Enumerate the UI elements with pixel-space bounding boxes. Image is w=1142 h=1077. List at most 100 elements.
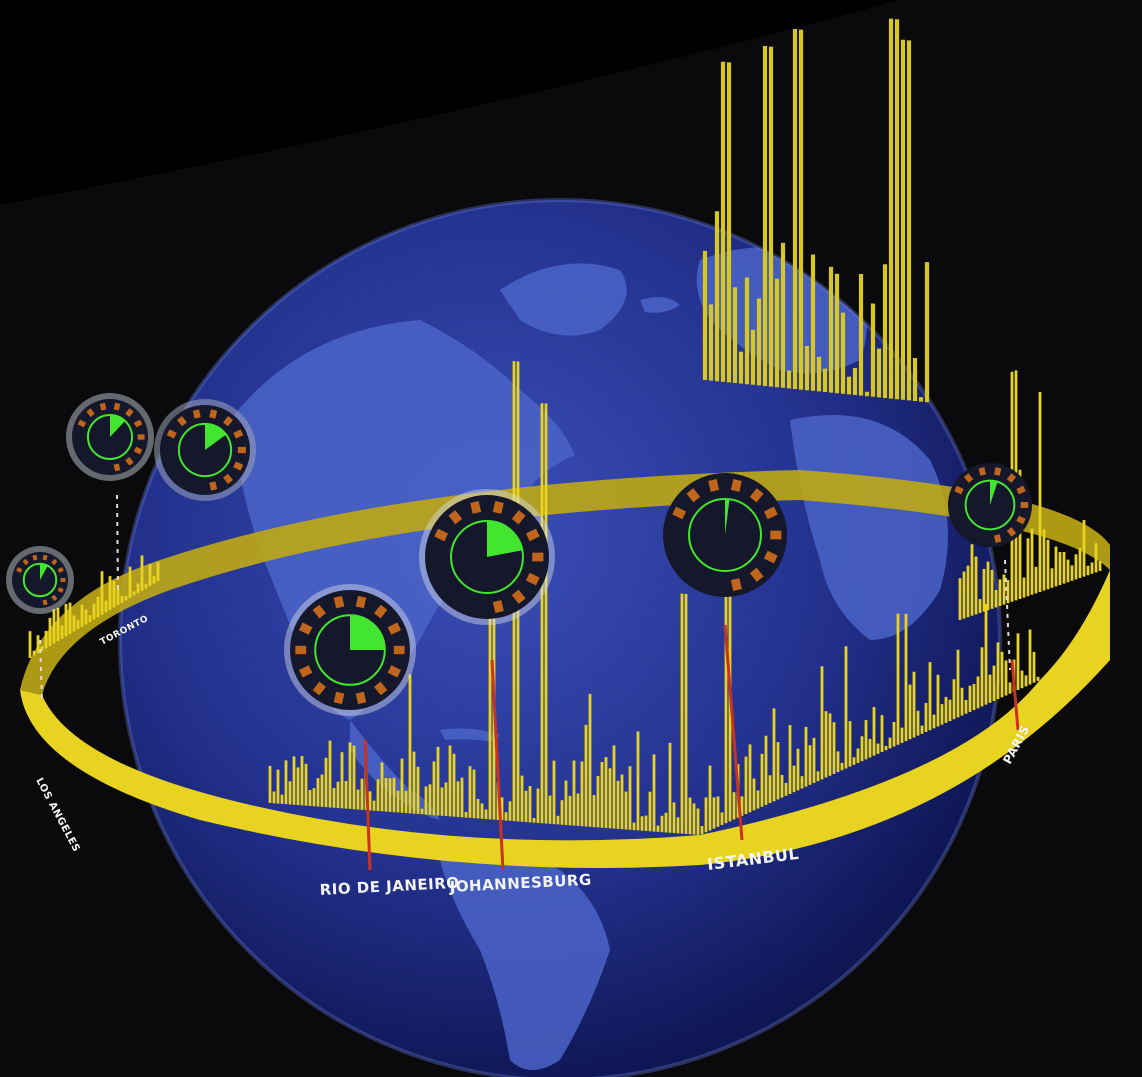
gauge-paris (948, 463, 1032, 547)
gauge-segment (77, 419, 87, 428)
gauge-level-wedge (40, 563, 48, 580)
marker-johannesburg (490, 659, 505, 871)
gauge-segment (223, 416, 233, 427)
gauge-segment (312, 681, 326, 696)
landmass-greenland (500, 263, 627, 336)
gauge-segment (492, 501, 504, 514)
gauge-segment (770, 530, 782, 540)
gauge-segment (32, 554, 38, 561)
gauge-segment (374, 681, 388, 696)
gauge-segment (963, 473, 974, 483)
gauge-segment (125, 408, 134, 417)
gauge-level-wedge (205, 423, 227, 450)
city-gauges (6, 393, 1032, 716)
gauge-segment (387, 622, 402, 635)
gauge-segment (137, 434, 145, 440)
gauge-segment (237, 446, 246, 454)
gauge-segment (298, 665, 313, 678)
gauge-segment (763, 506, 778, 520)
gauge-segment (312, 604, 326, 619)
gauge-segment (749, 488, 764, 503)
gauge-segment (16, 567, 23, 573)
gauge-segment (355, 595, 367, 609)
dotted-toronto (116, 494, 119, 591)
gauge-segment (57, 567, 64, 573)
gauge-segment (133, 419, 143, 428)
dotted-paris (1004, 559, 1011, 671)
gauge-segment (86, 408, 95, 417)
gauge-segment (511, 510, 526, 525)
gauge-segment (730, 578, 742, 591)
gauge-segment (209, 481, 218, 491)
gauge-segment (434, 528, 449, 542)
gauge-segment (387, 665, 402, 678)
gauge-johannesburg (419, 489, 555, 625)
gauge-segment (295, 645, 307, 655)
gauge-segment (374, 604, 388, 619)
gauge-segment (42, 599, 48, 606)
gauge-segment (763, 550, 778, 564)
landmass-caribbean (440, 728, 500, 742)
gauge-segment (470, 501, 482, 514)
gauge-segment (113, 463, 121, 472)
gauge-segment (51, 558, 58, 566)
gauge-segment (1016, 485, 1026, 495)
gauge-segment (1006, 473, 1017, 483)
gauge-segment (113, 402, 121, 411)
gauge-segment (177, 416, 187, 427)
gauge-segment (525, 528, 540, 542)
gauge-segment (978, 467, 987, 476)
ring-band-back (20, 470, 1110, 695)
gauge-segment (1006, 527, 1017, 537)
gauge-segment (166, 429, 177, 439)
gauge-segment (298, 622, 313, 635)
gauge-segment (233, 461, 244, 471)
gauge-north (154, 399, 256, 501)
gauge-level-wedge (990, 480, 998, 505)
gauge-segment (42, 554, 48, 561)
city-markers (39, 494, 1020, 871)
gauge-segment (333, 595, 345, 609)
dotted-la (39, 639, 43, 701)
ring-spikes-front (268, 361, 1040, 835)
gauge-segment (333, 691, 345, 705)
gauge-segment (60, 578, 66, 582)
gauge-segment (223, 473, 233, 484)
gauge-segment (393, 645, 405, 655)
ring-spikes-left (28, 555, 160, 658)
gauge-segment (192, 409, 201, 419)
gauge-segment (993, 534, 1002, 543)
gauge-segment (22, 558, 29, 566)
gauge-segment (233, 429, 244, 439)
ring-spikes-far (702, 18, 930, 403)
landmass-africa (790, 415, 948, 640)
gauge-segment (125, 457, 134, 466)
gauge-level-wedge (487, 521, 523, 557)
gauge-segment (993, 467, 1002, 476)
gauge-la (6, 546, 74, 614)
gauge-level-wedge (110, 414, 126, 437)
gauge-istanbul (663, 473, 787, 597)
gauge-segment (532, 552, 544, 562)
gauge-segment (99, 402, 107, 411)
gauge-segment (209, 409, 218, 419)
marker-paris (1010, 659, 1020, 731)
gauge-toronto (66, 393, 154, 481)
gauge-segment (708, 479, 720, 492)
gauge-segment (749, 567, 764, 582)
gauge-segment (448, 510, 463, 525)
gauge-segment (1020, 502, 1029, 508)
gauge-rio (284, 584, 416, 716)
gauge-level-wedge (725, 499, 730, 535)
globe (118, 198, 1002, 1077)
gauge-segment (686, 488, 701, 503)
gauge-segment (133, 446, 143, 455)
marker-istanbul (723, 624, 744, 841)
gauge-segment (954, 485, 964, 495)
landmass-south-america (440, 852, 610, 1070)
gauge-segment (511, 589, 526, 604)
gauge-level-wedge (350, 615, 385, 650)
gauge-segment (672, 506, 687, 520)
yellow-data-ring (20, 470, 1110, 868)
